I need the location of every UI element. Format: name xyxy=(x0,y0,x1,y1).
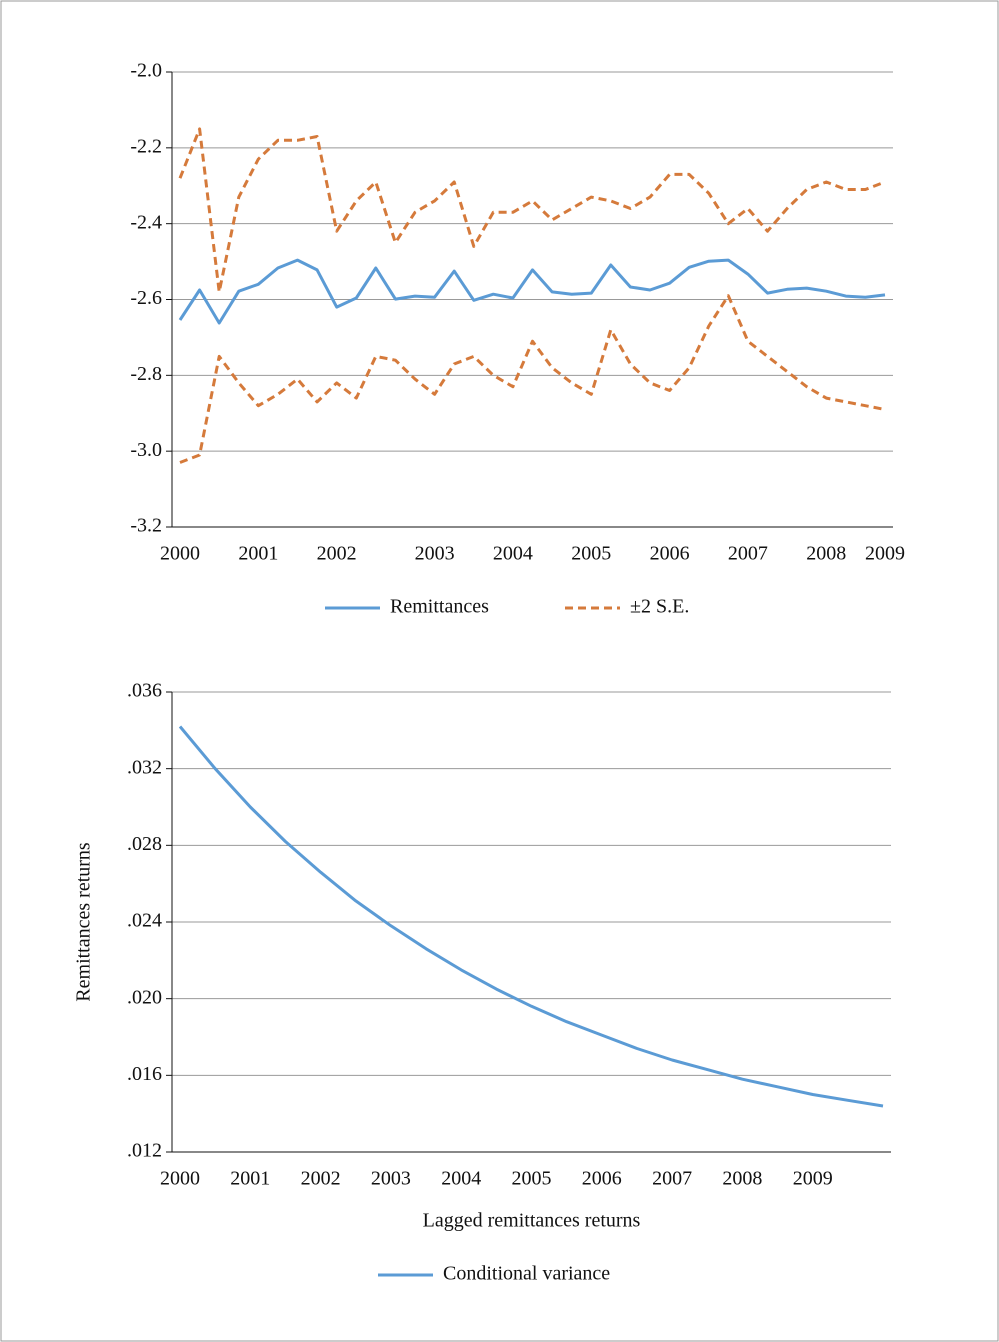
y-tick-label: -3.2 xyxy=(130,515,162,537)
y-tick-label: .024 xyxy=(127,910,162,932)
y-tick-label: .012 xyxy=(127,1140,162,1162)
x-tick-label: 2005 xyxy=(571,543,611,565)
x-tick-label: 2003 xyxy=(415,543,455,565)
legend-label: ±2 S.E. xyxy=(630,596,689,618)
series-line xyxy=(178,127,886,294)
series-line xyxy=(179,294,886,464)
x-tick-label: 2008 xyxy=(722,1168,762,1190)
x-tick-label: 2004 xyxy=(493,543,533,565)
x-tick-label: 2006 xyxy=(650,543,690,565)
y-tick-label: -2.6 xyxy=(130,287,162,309)
x-tick-label: 2000 xyxy=(160,543,200,565)
x-tick-label: 2007 xyxy=(728,543,768,565)
series-line xyxy=(178,258,886,325)
y-tick-label: -2.2 xyxy=(130,135,162,157)
legend-label: Conditional variance xyxy=(443,1263,610,1285)
legend-label: Remittances xyxy=(390,596,489,618)
y-tick-label: .016 xyxy=(127,1063,162,1085)
x-tick-label: 2001 xyxy=(230,1168,270,1190)
y-tick-label: .036 xyxy=(127,680,162,702)
y-tick-label: .028 xyxy=(127,833,162,855)
y-tick-label: -2.0 xyxy=(130,60,162,82)
x-tick-label: 2009 xyxy=(865,543,905,565)
y-tick-label: -2.8 xyxy=(130,363,162,385)
x-tick-label: 2003 xyxy=(371,1168,411,1190)
x-tick-label: 2007 xyxy=(652,1168,692,1190)
x-axis-label: Lagged remittances returns xyxy=(423,1210,641,1232)
x-tick-label: 2005 xyxy=(512,1168,552,1190)
x-tick-label: 2002 xyxy=(301,1168,341,1190)
x-tick-label: 2006 xyxy=(582,1168,622,1190)
y-axis-label: Remittances returns xyxy=(73,842,95,1002)
x-tick-label: 2008 xyxy=(806,543,846,565)
y-tick-label: -3.0 xyxy=(130,439,162,461)
x-tick-label: 2002 xyxy=(317,543,357,565)
y-tick-label: .032 xyxy=(127,756,162,778)
y-tick-label: .020 xyxy=(127,986,162,1008)
x-tick-label: 2001 xyxy=(238,543,278,565)
series-line xyxy=(178,725,884,1108)
y-tick-label: -2.4 xyxy=(130,211,162,233)
x-tick-label: 2009 xyxy=(793,1168,833,1190)
x-tick-label: 2004 xyxy=(441,1168,481,1190)
x-tick-label: 2000 xyxy=(160,1168,200,1190)
